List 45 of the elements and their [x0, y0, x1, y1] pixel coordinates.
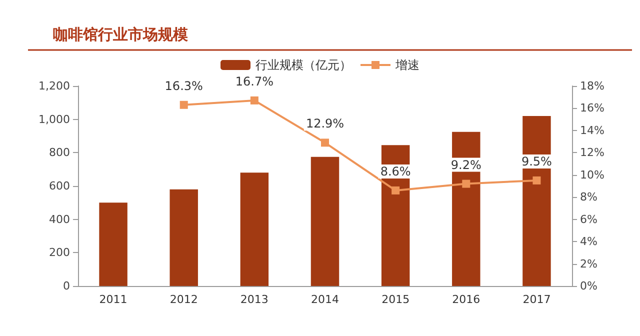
y-tick-label: 800 [49, 146, 70, 160]
data-label: 16.3% [164, 78, 203, 93]
x-tick-label: 2016 [452, 293, 480, 306]
y-tick-label: 0 [63, 280, 70, 292]
y2-tick-label: 12% [580, 146, 604, 160]
x-tick-label: 2014 [311, 293, 339, 306]
x-tick-label: 2013 [240, 293, 268, 306]
y-tick-label: 400 [49, 212, 70, 226]
x-tick-label: 2015 [382, 293, 410, 306]
y-tick-label: 1,000 [38, 112, 70, 126]
point [462, 180, 470, 188]
y-tick-label: 1,200 [38, 80, 70, 92]
y2-tick-label: 4% [580, 235, 598, 248]
x-tick-label: 2017 [522, 293, 551, 306]
y2-tick-label: 14% [580, 124, 604, 137]
data-label: 16.7% [235, 74, 274, 88]
point [532, 176, 541, 184]
point [321, 138, 329, 147]
y2-tick-label: 8% [580, 190, 598, 204]
point [392, 186, 400, 194]
x-tick-label: 2011 [99, 293, 128, 306]
y2-tick-label: 2% [580, 257, 598, 270]
data-label: 12.9% [306, 116, 344, 131]
y2-tick-label: 10% [580, 168, 604, 182]
data-label: 8.6% [380, 164, 411, 178]
legend-label: 行业规模（亿元） [256, 58, 352, 72]
bar [240, 172, 269, 286]
y2-tick-label: 0% [580, 280, 598, 292]
bar [522, 116, 551, 286]
bar [99, 202, 128, 286]
y2-tick-label: 18% [580, 80, 604, 92]
bar [310, 156, 340, 286]
x-tick-label: 2012 [170, 293, 198, 306]
point [180, 100, 188, 109]
bar [452, 132, 480, 286]
y-tick-label: 200 [49, 246, 70, 260]
y2-tick-label: 16% [580, 102, 604, 115]
legend-label: 增速 [394, 58, 420, 72]
data-label: 9.2% [450, 158, 482, 172]
bar [170, 189, 198, 286]
y-tick-label: 600 [49, 180, 70, 192]
y2-tick-label: 6% [580, 212, 598, 226]
point [250, 96, 258, 104]
data-label: 9.5% [521, 154, 552, 168]
chart-title: 咖啡馆行业市场规模 [53, 26, 189, 44]
